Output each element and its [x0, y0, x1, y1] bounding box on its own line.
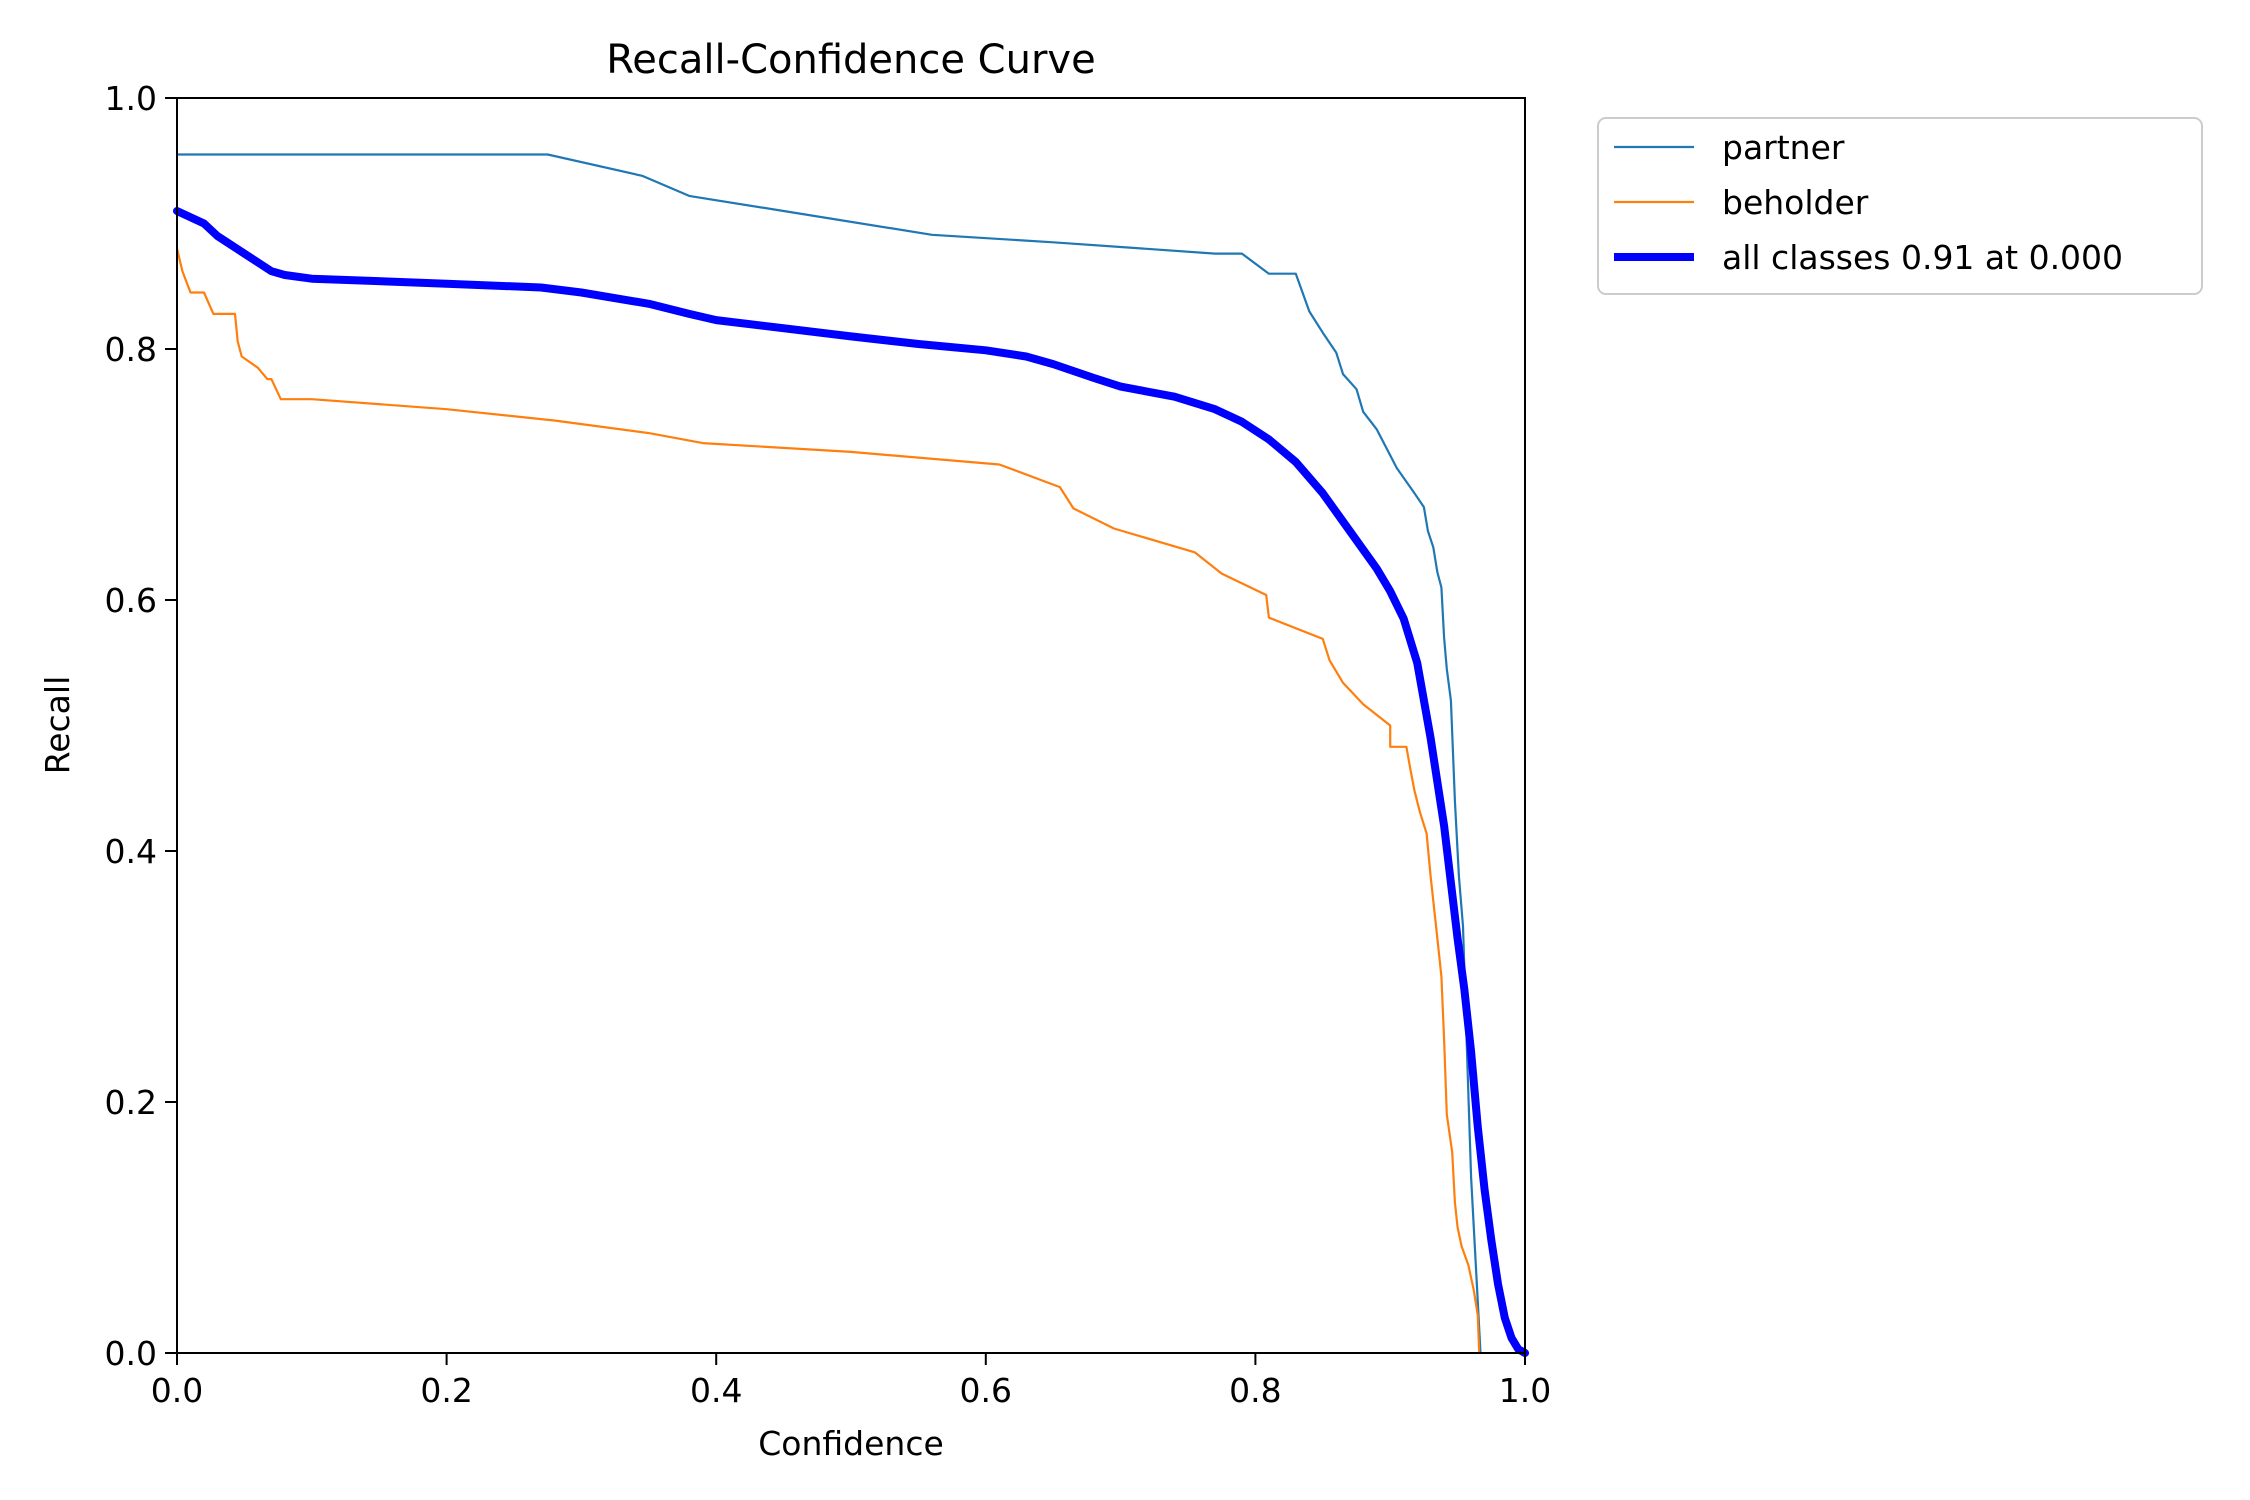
series-layer: [173, 153, 1529, 1357]
plot-frame: [176, 97, 1526, 1354]
legend-label: all classes 0.91 at 0.000: [1722, 238, 2123, 277]
series-line-beholder: [175, 247, 1481, 1355]
y-tick-label: 0.0: [105, 1334, 157, 1373]
chart-title: Recall-Confidence Curve: [606, 37, 1095, 83]
x-tick-label: 0.4: [690, 1371, 742, 1410]
y-tick-label: 0.4: [105, 832, 157, 871]
y-axis: 0.0 0.2 0.4 0.6 0.8 1.0: [105, 79, 177, 1373]
x-tick-label: 1.0: [1499, 1371, 1551, 1410]
x-tick-label: 0.0: [151, 1371, 203, 1410]
x-tick-label: 0.6: [960, 1371, 1012, 1410]
x-tick-label: 0.8: [1229, 1371, 1281, 1410]
series-line-partner: [175, 153, 1482, 1355]
legend-label: partner: [1722, 128, 1845, 167]
x-tick-label: 0.2: [420, 1371, 472, 1410]
x-axis-label: Confidence: [758, 1424, 944, 1463]
y-tick-label: 0.8: [105, 330, 157, 369]
legend: partner beholder all classes 0.91 at 0.000: [1597, 117, 2203, 295]
legend-box: [1597, 117, 2203, 295]
legend-label: beholder: [1722, 183, 1869, 222]
y-axis-label: Recall: [38, 676, 77, 774]
x-axis: 0.0 0.2 0.4 0.6 0.8 1.0: [151, 1353, 1551, 1410]
y-tick-label: 0.6: [105, 581, 157, 620]
series-line-all: [173, 207, 1529, 1357]
y-tick-label: 0.2: [105, 1083, 157, 1122]
y-tick-label: 1.0: [105, 79, 157, 118]
